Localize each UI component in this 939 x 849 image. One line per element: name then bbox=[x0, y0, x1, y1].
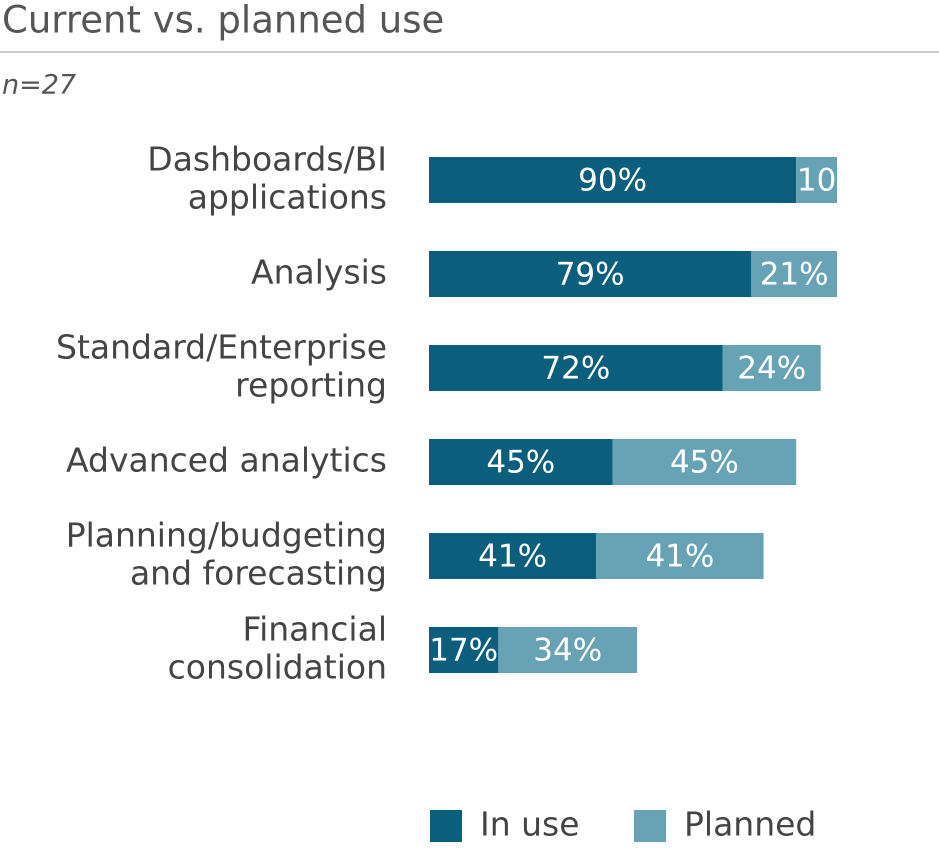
value-label: 21% bbox=[760, 257, 829, 293]
category-label: Dashboards/BI bbox=[147, 140, 387, 179]
chart-subtitle: n=27 bbox=[2, 70, 76, 101]
category-label: applications bbox=[188, 178, 387, 217]
bar-segment bbox=[751, 251, 837, 297]
bar-segment bbox=[429, 251, 752, 297]
bar-segment bbox=[722, 345, 821, 391]
category-label: Planning/budgeting bbox=[66, 516, 387, 555]
category-label: reporting bbox=[235, 366, 387, 405]
bar-segment bbox=[498, 627, 638, 673]
value-label: 41% bbox=[645, 539, 714, 575]
legend-swatch bbox=[634, 810, 666, 842]
bar-segment bbox=[796, 157, 837, 203]
legend-swatch bbox=[430, 810, 462, 842]
category-label: Advanced analytics bbox=[66, 441, 387, 480]
value-label: 45% bbox=[670, 445, 739, 481]
value-label: 72% bbox=[541, 351, 610, 387]
chart-title: Current vs. planned use bbox=[2, 0, 444, 42]
value-label: 34% bbox=[533, 633, 602, 669]
category-label: Analysis bbox=[251, 253, 387, 292]
bar-segment bbox=[429, 627, 499, 673]
category-label: Financial bbox=[242, 610, 387, 649]
bar-segment bbox=[596, 533, 764, 579]
category-label: Standard/Enterprise bbox=[56, 328, 387, 367]
value-label: 24% bbox=[737, 351, 806, 387]
bar-segment bbox=[429, 157, 797, 203]
bar-segment bbox=[429, 345, 723, 391]
value-label: 41% bbox=[478, 539, 547, 575]
bar-segment bbox=[612, 439, 797, 485]
value-label: 45% bbox=[486, 445, 555, 481]
value-label: 79% bbox=[556, 257, 625, 293]
category-label: and forecasting bbox=[130, 554, 387, 593]
bar-segment bbox=[429, 533, 597, 579]
legend-label: In use bbox=[480, 805, 580, 844]
value-label: 90% bbox=[578, 163, 647, 199]
bar-segment bbox=[429, 439, 613, 485]
value-label: 10 bbox=[797, 163, 836, 199]
legend-label: Planned bbox=[684, 805, 816, 844]
category-label: consolidation bbox=[168, 648, 387, 687]
value-label: 17% bbox=[429, 633, 498, 669]
